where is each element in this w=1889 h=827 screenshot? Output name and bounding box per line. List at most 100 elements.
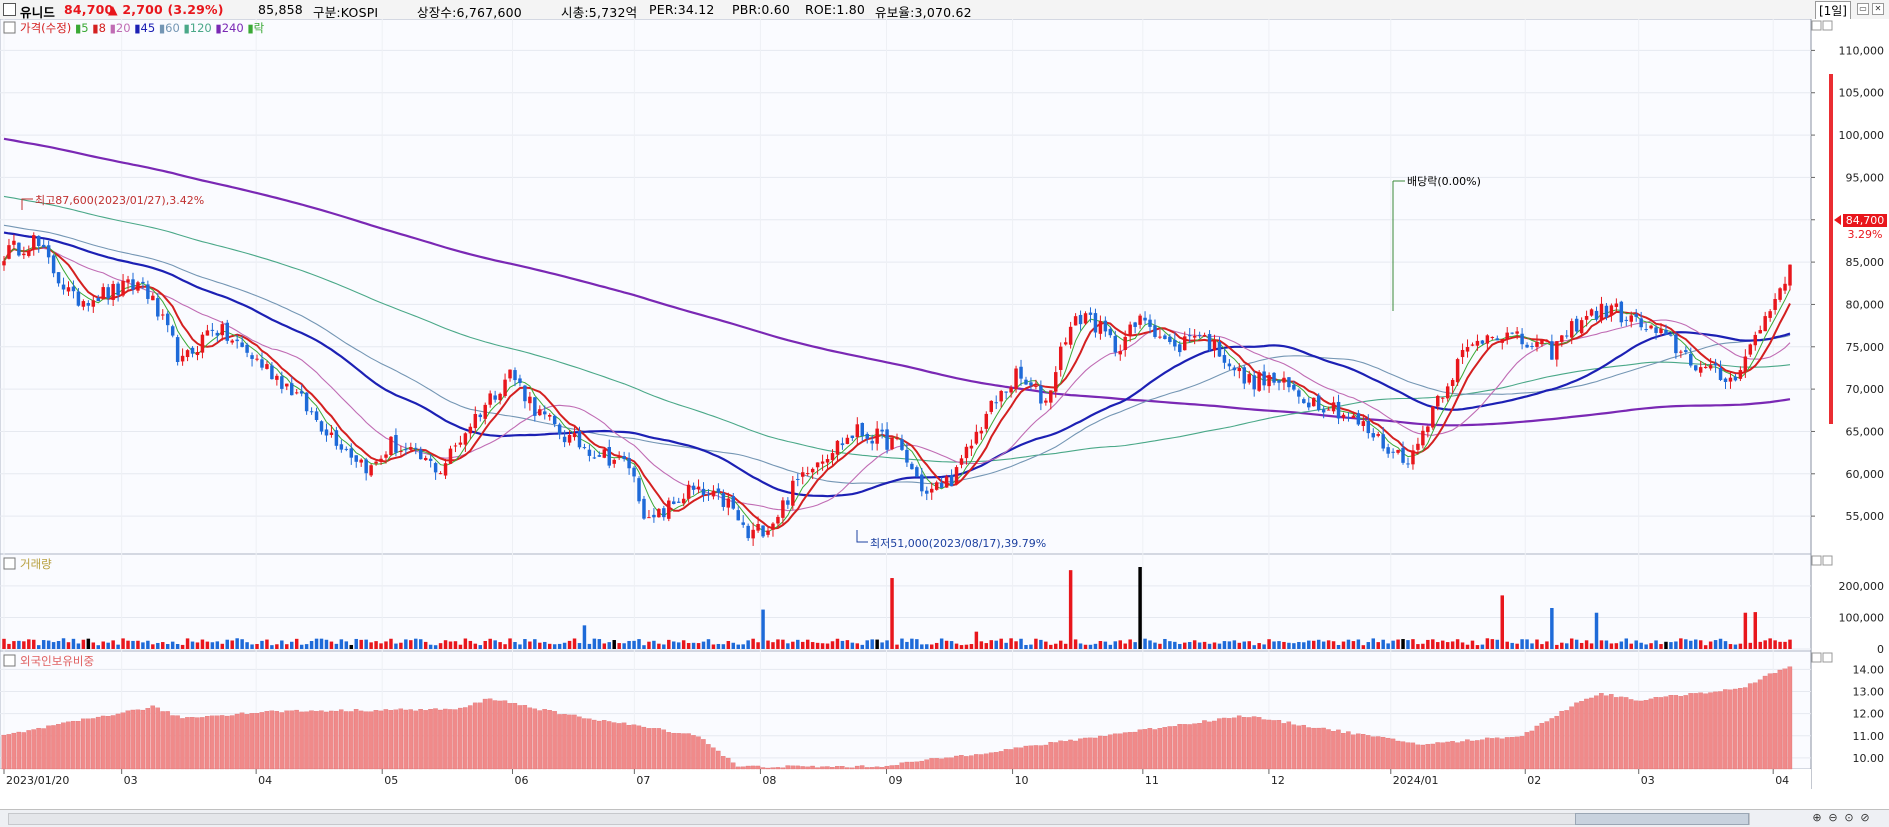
foreign-bar [259, 712, 265, 770]
candle-body [230, 340, 234, 343]
candle-body [1173, 339, 1177, 347]
foreign-bar [413, 710, 418, 770]
price-tick-label: 65,000 [1846, 425, 1885, 438]
foreign-bar [517, 705, 523, 770]
foreign-bar [988, 752, 994, 770]
volume-bar [1376, 642, 1380, 649]
volume-bar [126, 640, 130, 649]
foreign-bar [1613, 697, 1619, 770]
scrollbar-thumb[interactable] [1575, 813, 1749, 825]
candle-body [443, 463, 448, 476]
volume-bar [686, 643, 691, 649]
volume-bar [1698, 640, 1703, 649]
volume-bar [1788, 639, 1792, 649]
candle-body [627, 458, 631, 469]
foreign-bar [1078, 738, 1083, 770]
candle-body [1093, 313, 1098, 333]
candle-body [36, 235, 41, 247]
foreign-bar [914, 761, 919, 770]
price-tick-label: 110,000 [1839, 44, 1885, 57]
foreign-bar [840, 766, 845, 770]
volume-bar [711, 644, 716, 649]
foreign-bar [711, 747, 716, 770]
foreign-bar [1231, 717, 1237, 770]
volume-bar [1465, 644, 1470, 649]
volume-bar [1763, 640, 1767, 649]
foreign-bar [805, 766, 810, 770]
candle-body [830, 453, 835, 461]
candle-body [1272, 372, 1276, 383]
zoom-in-icon[interactable]: ⊕ [1812, 811, 1822, 824]
foreign-bar [954, 755, 959, 770]
candle-body [776, 516, 780, 524]
candle-body [1187, 335, 1192, 337]
panel-controls[interactable] [1811, 20, 1833, 663]
foreign-bar [1484, 737, 1490, 770]
scrollbar-track[interactable] [8, 813, 1750, 825]
foreign-bar [1152, 729, 1158, 770]
candle-body [210, 329, 215, 331]
candle-body [1068, 326, 1073, 345]
foreign-bar [1316, 727, 1321, 770]
candle-body [280, 376, 284, 389]
foreign-bar [924, 759, 929, 770]
candle-body [290, 383, 294, 396]
volume-bar [731, 642, 736, 649]
volume-bar [890, 578, 894, 649]
volume-bar [1594, 612, 1599, 649]
volume-bars [2, 567, 1792, 649]
candle-body [801, 472, 805, 477]
candle-body [1728, 377, 1733, 382]
foreign-bar [453, 709, 458, 770]
volume-bar [71, 638, 76, 649]
candle-body [359, 459, 363, 463]
foreign-bar [686, 733, 691, 770]
volume-bar [1311, 640, 1316, 649]
legend-checkbox[interactable] [3, 21, 16, 34]
close-button[interactable]: ✕ [1872, 3, 1884, 15]
candle-body [572, 433, 577, 438]
candle-body [1034, 386, 1038, 388]
volume-bar [939, 638, 944, 649]
foreign-bar [46, 725, 51, 770]
foreign-bar [542, 709, 547, 770]
foreign-bar [145, 708, 151, 770]
zoom-out-icon[interactable]: ⊖ [1828, 811, 1838, 824]
candle-body [478, 414, 483, 418]
foreign-bar [467, 705, 473, 770]
volume-bar [934, 642, 939, 649]
foreign-bar [1400, 741, 1406, 770]
stock-checkbox[interactable] [3, 3, 16, 16]
zoom-reset-icon[interactable]: ⊘ [1860, 811, 1870, 824]
candle-body [1708, 365, 1713, 369]
candle-body [667, 500, 671, 519]
zoom-fit-icon[interactable]: ⊙ [1844, 811, 1854, 824]
candle-body [592, 457, 597, 459]
volume-bar [1421, 643, 1425, 649]
volume-bar [1044, 641, 1048, 649]
volume-bar [920, 644, 924, 649]
volume-bar [1535, 639, 1539, 649]
candle-body [1282, 377, 1286, 383]
candle-body [1515, 331, 1519, 334]
candle-body [875, 428, 879, 444]
candle-body [1148, 319, 1152, 327]
minimize-button[interactable]: ▭ [1857, 3, 1869, 15]
volume-bar [667, 639, 671, 649]
candle-body [379, 458, 383, 462]
candle-body [1738, 370, 1743, 379]
period-selector[interactable]: [1일] [1814, 1, 1851, 20]
current-price: 84,700 [64, 2, 114, 17]
foreign-bar [1475, 740, 1480, 770]
foreign-bar [1738, 687, 1743, 770]
volume-bar [1173, 641, 1177, 649]
volume-bar [1634, 640, 1638, 649]
foreign-bar [1430, 743, 1435, 770]
foreign-bar [502, 700, 508, 770]
stock-chart[interactable]: 110,000105,000100,00095,00090,00085,0008… [0, 19, 1889, 809]
candle-body [1545, 340, 1549, 342]
candle-body [1336, 401, 1341, 419]
candle-body [1426, 426, 1430, 433]
volume-bar [1783, 641, 1787, 649]
volume-bar [299, 644, 304, 649]
